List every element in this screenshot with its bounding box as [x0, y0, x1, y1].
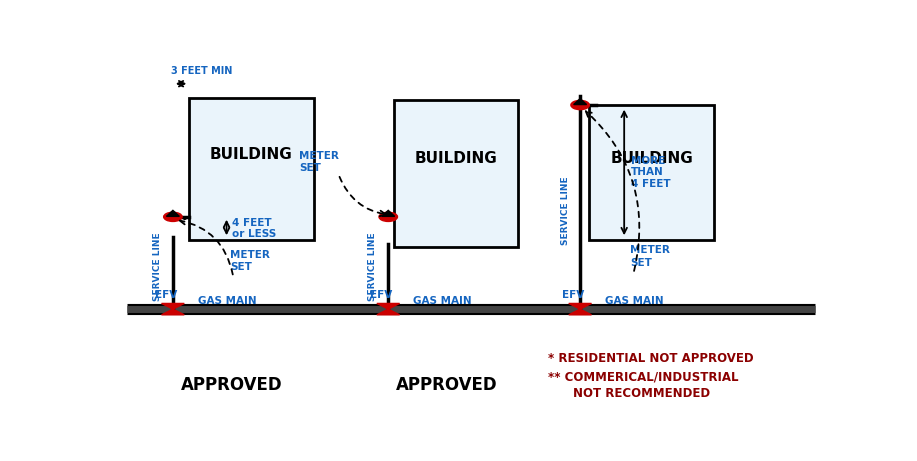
Text: SERVICE LINE: SERVICE LINE — [560, 176, 569, 245]
Text: GAS MAIN: GAS MAIN — [605, 296, 664, 306]
Text: METER
SET: METER SET — [230, 250, 270, 272]
Text: 3 FEET MIN: 3 FEET MIN — [171, 66, 233, 76]
Polygon shape — [161, 309, 184, 315]
Polygon shape — [377, 303, 400, 309]
Text: * RESIDENTIAL NOT APPROVED: * RESIDENTIAL NOT APPROVED — [548, 352, 754, 365]
Text: EFV: EFV — [155, 290, 177, 300]
Circle shape — [163, 212, 182, 221]
Text: METER
SET: METER SET — [630, 245, 669, 268]
Polygon shape — [161, 303, 184, 309]
Text: METER
SET: METER SET — [299, 151, 339, 173]
Text: BUILDING: BUILDING — [210, 147, 293, 162]
Polygon shape — [569, 309, 591, 315]
Text: EFV: EFV — [370, 290, 392, 300]
Text: SERVICE LINE: SERVICE LINE — [368, 232, 377, 301]
Circle shape — [379, 212, 397, 221]
Bar — [394, 100, 518, 247]
Polygon shape — [377, 309, 400, 315]
Polygon shape — [569, 303, 591, 309]
Text: EFV: EFV — [562, 290, 584, 300]
Circle shape — [571, 100, 590, 110]
Text: APPROVED: APPROVED — [181, 377, 282, 395]
Text: NOT RECOMMENDED: NOT RECOMMENDED — [573, 387, 710, 400]
Text: MORE
THAN
4 FEET: MORE THAN 4 FEET — [631, 156, 671, 189]
Polygon shape — [574, 99, 587, 105]
Polygon shape — [166, 210, 180, 216]
Bar — [590, 105, 713, 240]
Polygon shape — [381, 210, 394, 216]
Text: BUILDING: BUILDING — [414, 151, 498, 166]
Text: 4 FEET
or LESS: 4 FEET or LESS — [232, 218, 277, 239]
Text: ** COMMERICAL/INDUSTRIAL: ** COMMERICAL/INDUSTRIAL — [548, 370, 738, 383]
Bar — [189, 98, 314, 240]
Text: SERVICE LINE: SERVICE LINE — [153, 232, 162, 301]
Text: GAS MAIN: GAS MAIN — [198, 296, 257, 306]
Text: APPROVED: APPROVED — [396, 377, 498, 395]
Text: BUILDING: BUILDING — [610, 152, 693, 166]
Text: GAS MAIN: GAS MAIN — [414, 296, 471, 306]
